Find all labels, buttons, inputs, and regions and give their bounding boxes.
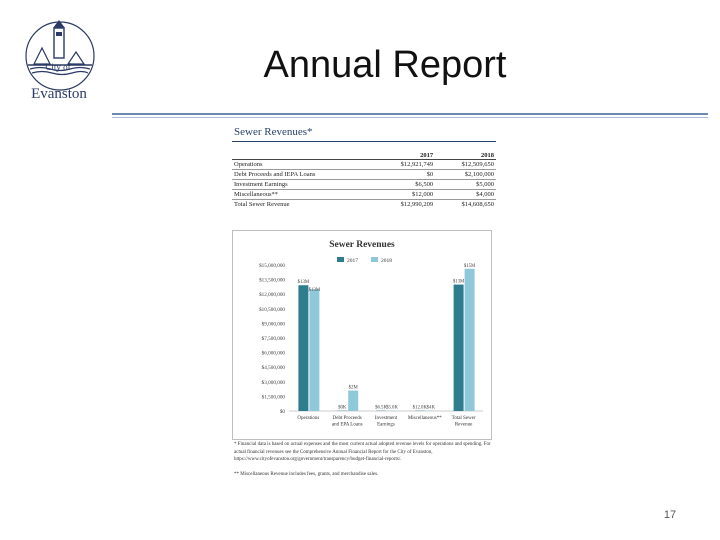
footnote-1: * Financial data is based on actual expe… xyxy=(234,442,491,462)
x-tick-label: Operations xyxy=(297,416,319,421)
row-value-2018: $12,509,650 xyxy=(435,159,496,170)
footnotes: * Financial data is based on actual expe… xyxy=(234,441,496,478)
data-label-2018-1: $13M xyxy=(309,288,321,293)
footnote-2: ** Miscellaneous Revenue includes fees, … xyxy=(234,471,379,477)
chart-title: Sewer Revenues xyxy=(329,240,395,250)
data-label-2018-4: $4K xyxy=(427,406,436,411)
row-label: Investment Earnings xyxy=(232,179,375,190)
table-row: Debt Proceeds and IEPA Loans $0 $2,100,0… xyxy=(232,169,496,180)
row-value-2017: $12,921,749 xyxy=(374,159,436,170)
y-tick-label: $15,000,000 xyxy=(259,262,285,269)
header-rule-thin xyxy=(112,117,708,118)
y-tick-label: $9,000,000 xyxy=(262,320,286,327)
y-tick-label: $4,500,000 xyxy=(262,364,286,371)
bar-2018-2 xyxy=(348,390,359,411)
legend-label-2018: 2018 xyxy=(381,258,392,264)
legend-swatch-2017 xyxy=(337,257,344,262)
document-title-rule xyxy=(232,141,496,142)
total-label: Total Sewer Revenue xyxy=(232,199,375,209)
row-value-2017: $0 xyxy=(374,169,436,180)
table-header-label xyxy=(232,152,375,160)
logo-name-text: Evanston xyxy=(31,86,87,102)
data-label-2017-1: $13M xyxy=(298,280,310,285)
data-label-2018-2: $2M xyxy=(349,386,359,391)
row-label: Debt Proceeds and IEPA Loans xyxy=(232,169,375,180)
total-value-2018: $14,608,650 xyxy=(435,199,496,209)
chart-svg: Sewer Revenues 2017 2018 $0 $1,500,000 $3,000… xyxy=(259,240,483,428)
data-label-2017-5: $13M xyxy=(453,280,465,285)
y-tick-label: $0 xyxy=(280,408,286,415)
page-number: 17 xyxy=(663,509,677,521)
y-tick-label: $13,500,000 xyxy=(259,277,285,284)
city-of-evanston-lighthouse-icon xyxy=(25,20,95,91)
data-label-2018-5: $15M xyxy=(464,264,476,269)
x-tick-label: Revenue xyxy=(455,423,473,428)
x-tick-label: Earnings xyxy=(377,423,395,428)
table-total-row: Total Sewer Revenue $12,990,209 $14,608,… xyxy=(232,199,496,209)
legend-label-2017: 2017 xyxy=(347,258,358,264)
table-row: Miscellaneous** $12,000 $4,000 xyxy=(232,189,496,200)
data-label-2017-2: $0K xyxy=(338,406,347,411)
data-label-2017-4: $12.0K xyxy=(413,406,428,411)
legend-swatch-2018 xyxy=(371,257,378,262)
revenue-document: Sewer Revenues* 2017 2018 Operations $12… xyxy=(232,126,496,209)
slide-title: Annual Report xyxy=(263,44,507,86)
y-tick-label: $10,500,000 xyxy=(259,306,285,313)
data-label-2017-3: $6.5K xyxy=(375,406,387,411)
y-tick-label: $12,000,000 xyxy=(259,291,285,298)
document-title: Sewer Revenues* xyxy=(234,126,313,138)
y-tick-label: $1,500,000 xyxy=(262,393,286,400)
bar-2018-5 xyxy=(464,268,475,411)
data-label-2018-3: $5.0K xyxy=(386,406,398,411)
sewer-revenues-chart: Sewer Revenues 2017 2018 $0 $1,500,000 $3,000… xyxy=(232,230,492,440)
x-tick-label: Total Sewer xyxy=(452,416,476,421)
x-tick-label: Investment xyxy=(375,416,398,421)
y-tick-label: $3,000,000 xyxy=(262,379,286,386)
bar-2018-1 xyxy=(309,289,320,411)
row-value-2017: $6,500 xyxy=(374,179,436,190)
table-header-row: 2017 2018 xyxy=(232,152,496,160)
total-value-2017: $12,990,209 xyxy=(374,199,436,209)
table-row: Investment Earnings $6,500 $5,000 xyxy=(232,179,496,190)
row-value-2018: $5,000 xyxy=(435,179,496,190)
logo-city-text: City of xyxy=(45,62,71,72)
bar-2017-5 xyxy=(453,284,464,411)
x-tick-label: Debt Proceeds xyxy=(333,416,362,421)
row-label: Operations xyxy=(232,159,375,170)
table-header-2018: 2018 xyxy=(435,152,496,160)
bar-2017-1 xyxy=(298,285,309,411)
y-tick-label: $6,000,000 xyxy=(262,350,286,357)
table-row: Operations $12,921,749 $12,509,650 xyxy=(232,159,496,170)
x-tick-label: and EPA Loans xyxy=(332,423,363,428)
table-header-2017: 2017 xyxy=(374,152,436,160)
y-tick-label: $7,500,000 xyxy=(262,335,286,342)
row-value-2018: $4,000 xyxy=(435,189,496,200)
header-rule xyxy=(112,113,708,115)
x-tick-label: Miscellaneous** xyxy=(408,416,442,421)
row-value-2017: $12,000 xyxy=(374,189,436,200)
revenue-table: 2017 2018 Operations $12,921,749 $12,509… xyxy=(232,152,496,209)
row-value-2018: $2,100,000 xyxy=(435,169,496,180)
row-label: Miscellaneous** xyxy=(232,189,375,200)
